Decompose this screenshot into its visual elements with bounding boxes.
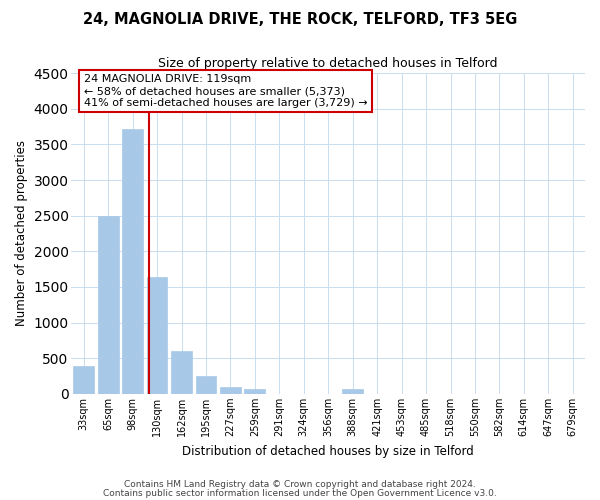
Title: Size of property relative to detached houses in Telford: Size of property relative to detached ho…	[158, 58, 498, 70]
Bar	[98, 216, 119, 394]
Text: 24, MAGNOLIA DRIVE, THE ROCK, TELFORD, TF3 5EG: 24, MAGNOLIA DRIVE, THE ROCK, TELFORD, T…	[83, 12, 517, 28]
Text: Contains HM Land Registry data © Crown copyright and database right 2024.: Contains HM Land Registry data © Crown c…	[124, 480, 476, 489]
Y-axis label: Number of detached properties: Number of detached properties	[15, 140, 28, 326]
Bar	[122, 128, 143, 394]
Text: Contains public sector information licensed under the Open Government Licence v3: Contains public sector information licen…	[103, 490, 497, 498]
Text: 24 MAGNOLIA DRIVE: 119sqm
← 58% of detached houses are smaller (5,373)
41% of se: 24 MAGNOLIA DRIVE: 119sqm ← 58% of detac…	[84, 74, 368, 108]
X-axis label: Distribution of detached houses by size in Telford: Distribution of detached houses by size …	[182, 444, 474, 458]
Bar	[171, 351, 192, 394]
Bar	[146, 277, 167, 394]
Bar	[73, 366, 94, 394]
Bar	[196, 376, 217, 394]
Bar	[244, 390, 265, 394]
Bar	[342, 390, 363, 394]
Bar	[220, 387, 241, 394]
